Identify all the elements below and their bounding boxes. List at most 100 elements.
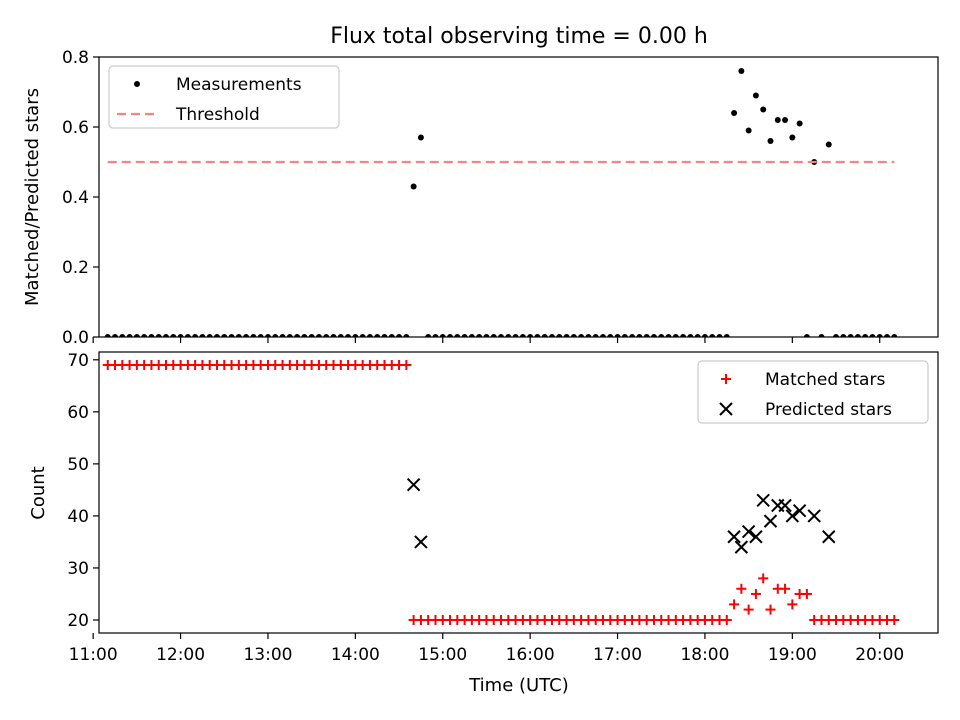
measurements-point	[315, 334, 322, 337]
measurements-point	[352, 334, 359, 337]
measurements-point	[658, 334, 665, 337]
measurements-point	[665, 334, 672, 337]
legend-x-swatch	[719, 402, 733, 416]
x-tick-label: 19:00	[768, 645, 817, 665]
measurements-point	[585, 334, 592, 337]
top-y-axis-label: Matched/Predicted stars	[22, 88, 43, 306]
legend-dot-swatch	[134, 81, 140, 87]
measurements-point	[782, 117, 789, 123]
legend: Measurements Threshold	[108, 65, 340, 129]
measurements-point	[701, 334, 708, 337]
matched-stars-point	[787, 599, 798, 610]
bottom-axes: 20 30 40 50 60 70 11:00 12:00 13:00 14:00 15:00 16:…	[67, 351, 939, 665]
measurements-point	[264, 334, 271, 337]
measurements-point	[643, 334, 650, 337]
predicted-stars-point	[734, 540, 749, 554]
plot-area	[102, 360, 900, 625]
predicted-stars-point	[807, 509, 821, 523]
measurements-point	[199, 334, 206, 337]
legend-entry-measurements: Measurements	[134, 75, 302, 95]
x-tick-label: 17:00	[593, 645, 642, 665]
measurements-point	[614, 334, 621, 337]
predicted-stars-point	[778, 498, 792, 513]
measurements-point	[541, 334, 548, 337]
measurements-point	[796, 120, 803, 127]
measurements-point	[672, 334, 679, 337]
legend-entry-matched-stars: Matched stars	[721, 370, 885, 390]
matched-stars-point	[758, 573, 769, 584]
measurements-point	[578, 334, 585, 337]
measurements-point	[840, 334, 847, 337]
legend-label: Matched stars	[765, 370, 885, 390]
legend-label: Threshold	[175, 105, 260, 125]
measurements-point	[301, 334, 308, 337]
y-tick-label: 0.0	[62, 328, 89, 348]
measurements-point	[417, 134, 424, 141]
measurements-point	[862, 334, 869, 337]
measurements-point	[818, 334, 825, 337]
measurements-point	[308, 334, 315, 337]
measurements-point	[126, 334, 133, 337]
measurements-point	[468, 334, 475, 337]
measurements-point	[119, 334, 126, 337]
matched-stars-point	[721, 614, 732, 625]
measurements-point	[519, 334, 526, 337]
measurements-point	[483, 334, 490, 337]
predicted-stars-point	[756, 493, 770, 508]
measurements-point	[228, 334, 235, 337]
measurements-point	[330, 334, 337, 337]
measurements-point	[891, 334, 898, 337]
axes-frame	[98, 351, 939, 634]
predicted-stars-point	[763, 514, 778, 528]
measurements-point	[621, 334, 628, 337]
matched-stars-point	[889, 614, 900, 625]
measurements-point	[876, 334, 883, 337]
measurements-point	[789, 134, 796, 141]
x-tick-label: 15:00	[418, 645, 467, 665]
measurements-point	[607, 334, 614, 337]
measurements-point	[206, 334, 213, 337]
matched-stars-point	[743, 604, 754, 615]
measurements-point	[388, 334, 395, 337]
predicted-stars-point	[785, 509, 800, 523]
measurements-point	[337, 334, 344, 337]
measurements-point	[294, 334, 301, 337]
measurements-point	[476, 334, 483, 337]
predicted-stars-point	[749, 530, 763, 544]
x-axis-label: Time (UTC)	[468, 675, 569, 696]
measurements-point	[243, 334, 250, 337]
y-tick-label: 0.2	[62, 258, 89, 278]
measurements-point	[716, 334, 723, 337]
measurements-point	[745, 127, 752, 134]
measurements-point	[629, 334, 636, 337]
y-tick-label: 0.4	[62, 188, 89, 208]
measurements-point	[636, 334, 643, 337]
chart-title: Flux total observing time = 0.00 h	[330, 24, 708, 49]
measurements-point	[366, 334, 373, 337]
measurements-point	[825, 141, 832, 148]
legend-label: Measurements	[176, 75, 302, 95]
measurements-point	[709, 334, 716, 337]
measurements-point	[213, 334, 220, 337]
measurements-point	[534, 334, 541, 337]
x-tick-label: 18:00	[680, 645, 729, 665]
axes-frame	[98, 56, 939, 338]
measurements-point	[731, 110, 738, 116]
y-tick-label: 50	[67, 455, 89, 475]
y-tick-label: 70	[67, 351, 89, 371]
matched-stars-point	[750, 588, 761, 599]
matched-stars-point	[780, 583, 791, 594]
x-tick-label: 16:00	[506, 645, 555, 665]
y-tick-label: 0.6	[62, 118, 89, 138]
matched-stars-point	[736, 583, 747, 594]
measurements-point	[505, 334, 512, 337]
measurements-point	[549, 334, 556, 337]
measurements-point	[461, 334, 468, 337]
plot-area	[104, 68, 898, 337]
matched-stars-point	[801, 588, 812, 599]
measurements-point	[272, 334, 279, 337]
matched-stars-point	[765, 604, 776, 615]
measurements-point	[869, 334, 876, 337]
measurements-point	[884, 334, 891, 337]
